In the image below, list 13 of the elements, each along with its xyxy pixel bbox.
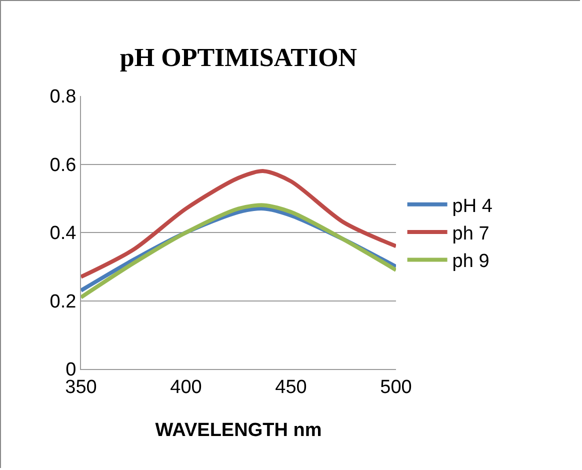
y-tick-label: 0.2 [50,291,76,312]
y-tick-label: 0.6 [50,154,76,176]
y-tick-label: 0.8 [50,86,76,108]
x-tick-label: 400 [170,376,202,398]
x-axis-title: WAVELENGTH nm [155,420,322,441]
legend-label: ph 9 [452,251,490,272]
x-tick-label: 450 [275,376,307,398]
y-tick-label: 0.4 [50,223,77,244]
legend-label: pH 4 [452,196,493,217]
x-tick-label: 500 [380,376,412,398]
chart-title: pH OPTIMISATION [120,43,358,72]
line-series [81,169,396,279]
legend-label: ph 7 [452,223,490,244]
